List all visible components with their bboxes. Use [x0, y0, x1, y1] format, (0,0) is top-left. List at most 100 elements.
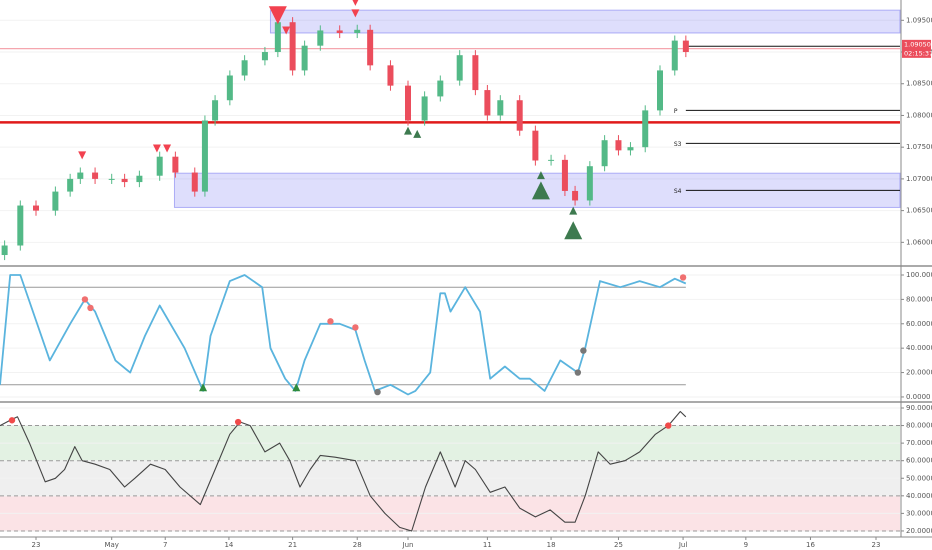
x-tick-label: 23: [32, 541, 41, 549]
candle-body: [657, 70, 663, 111]
signal-marker: [152, 144, 161, 153]
x-tick-label: 7: [163, 541, 167, 549]
signal-marker: [404, 126, 412, 135]
candle-body: [561, 159, 568, 191]
candle-body: [682, 40, 689, 53]
x-tick-label: May: [104, 541, 118, 549]
candle-body: [387, 65, 394, 86]
candle-body: [261, 52, 268, 61]
y-tick-label: 40.0000: [906, 344, 932, 352]
y-tick-label: 1.06500: [906, 207, 932, 215]
candle-body: [212, 100, 219, 121]
y-tick-label: 0.0000: [906, 393, 931, 401]
y-tick-label: 1.09500: [906, 16, 932, 24]
candle-body: [172, 156, 179, 173]
candle-body: [548, 159, 555, 161]
y-tick-label: 1.07000: [906, 175, 932, 183]
pivot-label: S3: [674, 141, 682, 148]
candle-body: [17, 205, 24, 246]
signal-dot: [580, 347, 587, 354]
x-tick-label: 21: [288, 541, 297, 549]
candle-body: [586, 166, 593, 201]
signal-dot: [665, 422, 672, 429]
x-tick-label: 25: [614, 541, 623, 549]
candle-body: [201, 120, 208, 192]
candle-body: [671, 40, 678, 71]
candle-body: [121, 178, 128, 183]
candle-body: [156, 156, 163, 176]
candle-body: [136, 175, 143, 183]
x-tick-label: 23: [872, 541, 881, 549]
y-tick-label: 60.0000: [906, 457, 932, 465]
last-price-box: [902, 39, 931, 58]
candle-body: [52, 191, 59, 211]
signal-dot: [327, 318, 334, 325]
x-tick-label: Jul: [678, 541, 688, 549]
y-tick-label: 50.0000: [906, 474, 932, 482]
signal-marker: [268, 6, 287, 25]
candle-body: [289, 22, 296, 71]
indicator-line: [0, 410, 687, 532]
signal-marker: [351, 9, 360, 18]
candle-body: [601, 140, 608, 167]
x-tick-label: 18: [547, 541, 556, 549]
y-tick-label: 1.07500: [906, 143, 932, 151]
signal-marker: [352, 0, 359, 6]
indicator-line: [0, 274, 687, 396]
y-tick-label: 1.08000: [906, 111, 932, 119]
y-tick-label: 20.0000: [906, 369, 932, 377]
candle-body: [627, 147, 634, 151]
y-tick-label: 30.0000: [906, 509, 932, 517]
x-tick-label: 11: [483, 541, 492, 549]
candle-body: [241, 60, 248, 76]
x-tick-label: 14: [224, 541, 233, 549]
candle-body: [437, 80, 444, 97]
signal-dot: [87, 304, 94, 312]
signal-marker: [536, 171, 545, 180]
candle-body: [615, 140, 622, 151]
signal-marker: [78, 151, 87, 160]
signal-dot: [574, 369, 582, 376]
signal-dot: [234, 418, 242, 426]
y-tick-label: 80.0000: [906, 422, 932, 430]
y-tick-label: 1.06000: [906, 238, 932, 246]
signal-marker: [292, 383, 301, 392]
candle-body: [33, 205, 39, 211]
x-tick-label: 9: [744, 541, 748, 549]
x-tick-label: 16: [806, 541, 815, 549]
signal-marker: [163, 144, 172, 153]
y-tick-label: 100.0000: [906, 271, 932, 279]
candle-body: [354, 29, 361, 33]
candle-body: [92, 172, 99, 179]
candle-body: [301, 45, 308, 71]
signal-marker: [199, 383, 208, 392]
signal-dot: [8, 417, 16, 424]
candle-body: [77, 172, 84, 179]
candle-body: [472, 55, 479, 91]
y-tick-label: 80.0000: [906, 295, 932, 303]
zone: [269, 9, 901, 34]
candle-body: [456, 55, 463, 81]
y-tick-label: 70.0000: [906, 439, 932, 447]
candle-body: [367, 29, 374, 66]
y-tick-label: 60.0000: [906, 320, 932, 328]
candle-body: [405, 85, 411, 121]
signal-marker: [564, 221, 583, 240]
last-price-label: 1.09050: [904, 40, 931, 48]
candle-body: [317, 30, 324, 46]
y-tick-label: 40.0000: [906, 492, 932, 500]
candle-body: [67, 178, 74, 192]
candle-body: [516, 100, 523, 131]
pivot-label: P: [674, 108, 678, 115]
signal-dot: [81, 296, 89, 303]
y-tick-label: 20.0000: [906, 527, 932, 535]
y-tick-label: 1.08500: [906, 80, 932, 88]
candle-body: [274, 22, 281, 53]
signal-marker: [282, 26, 291, 35]
signal-marker: [531, 181, 550, 200]
candle-body: [226, 75, 233, 101]
x-tick-label: 28: [353, 541, 362, 549]
candle-body: [642, 110, 649, 148]
signal-dot: [352, 324, 359, 331]
